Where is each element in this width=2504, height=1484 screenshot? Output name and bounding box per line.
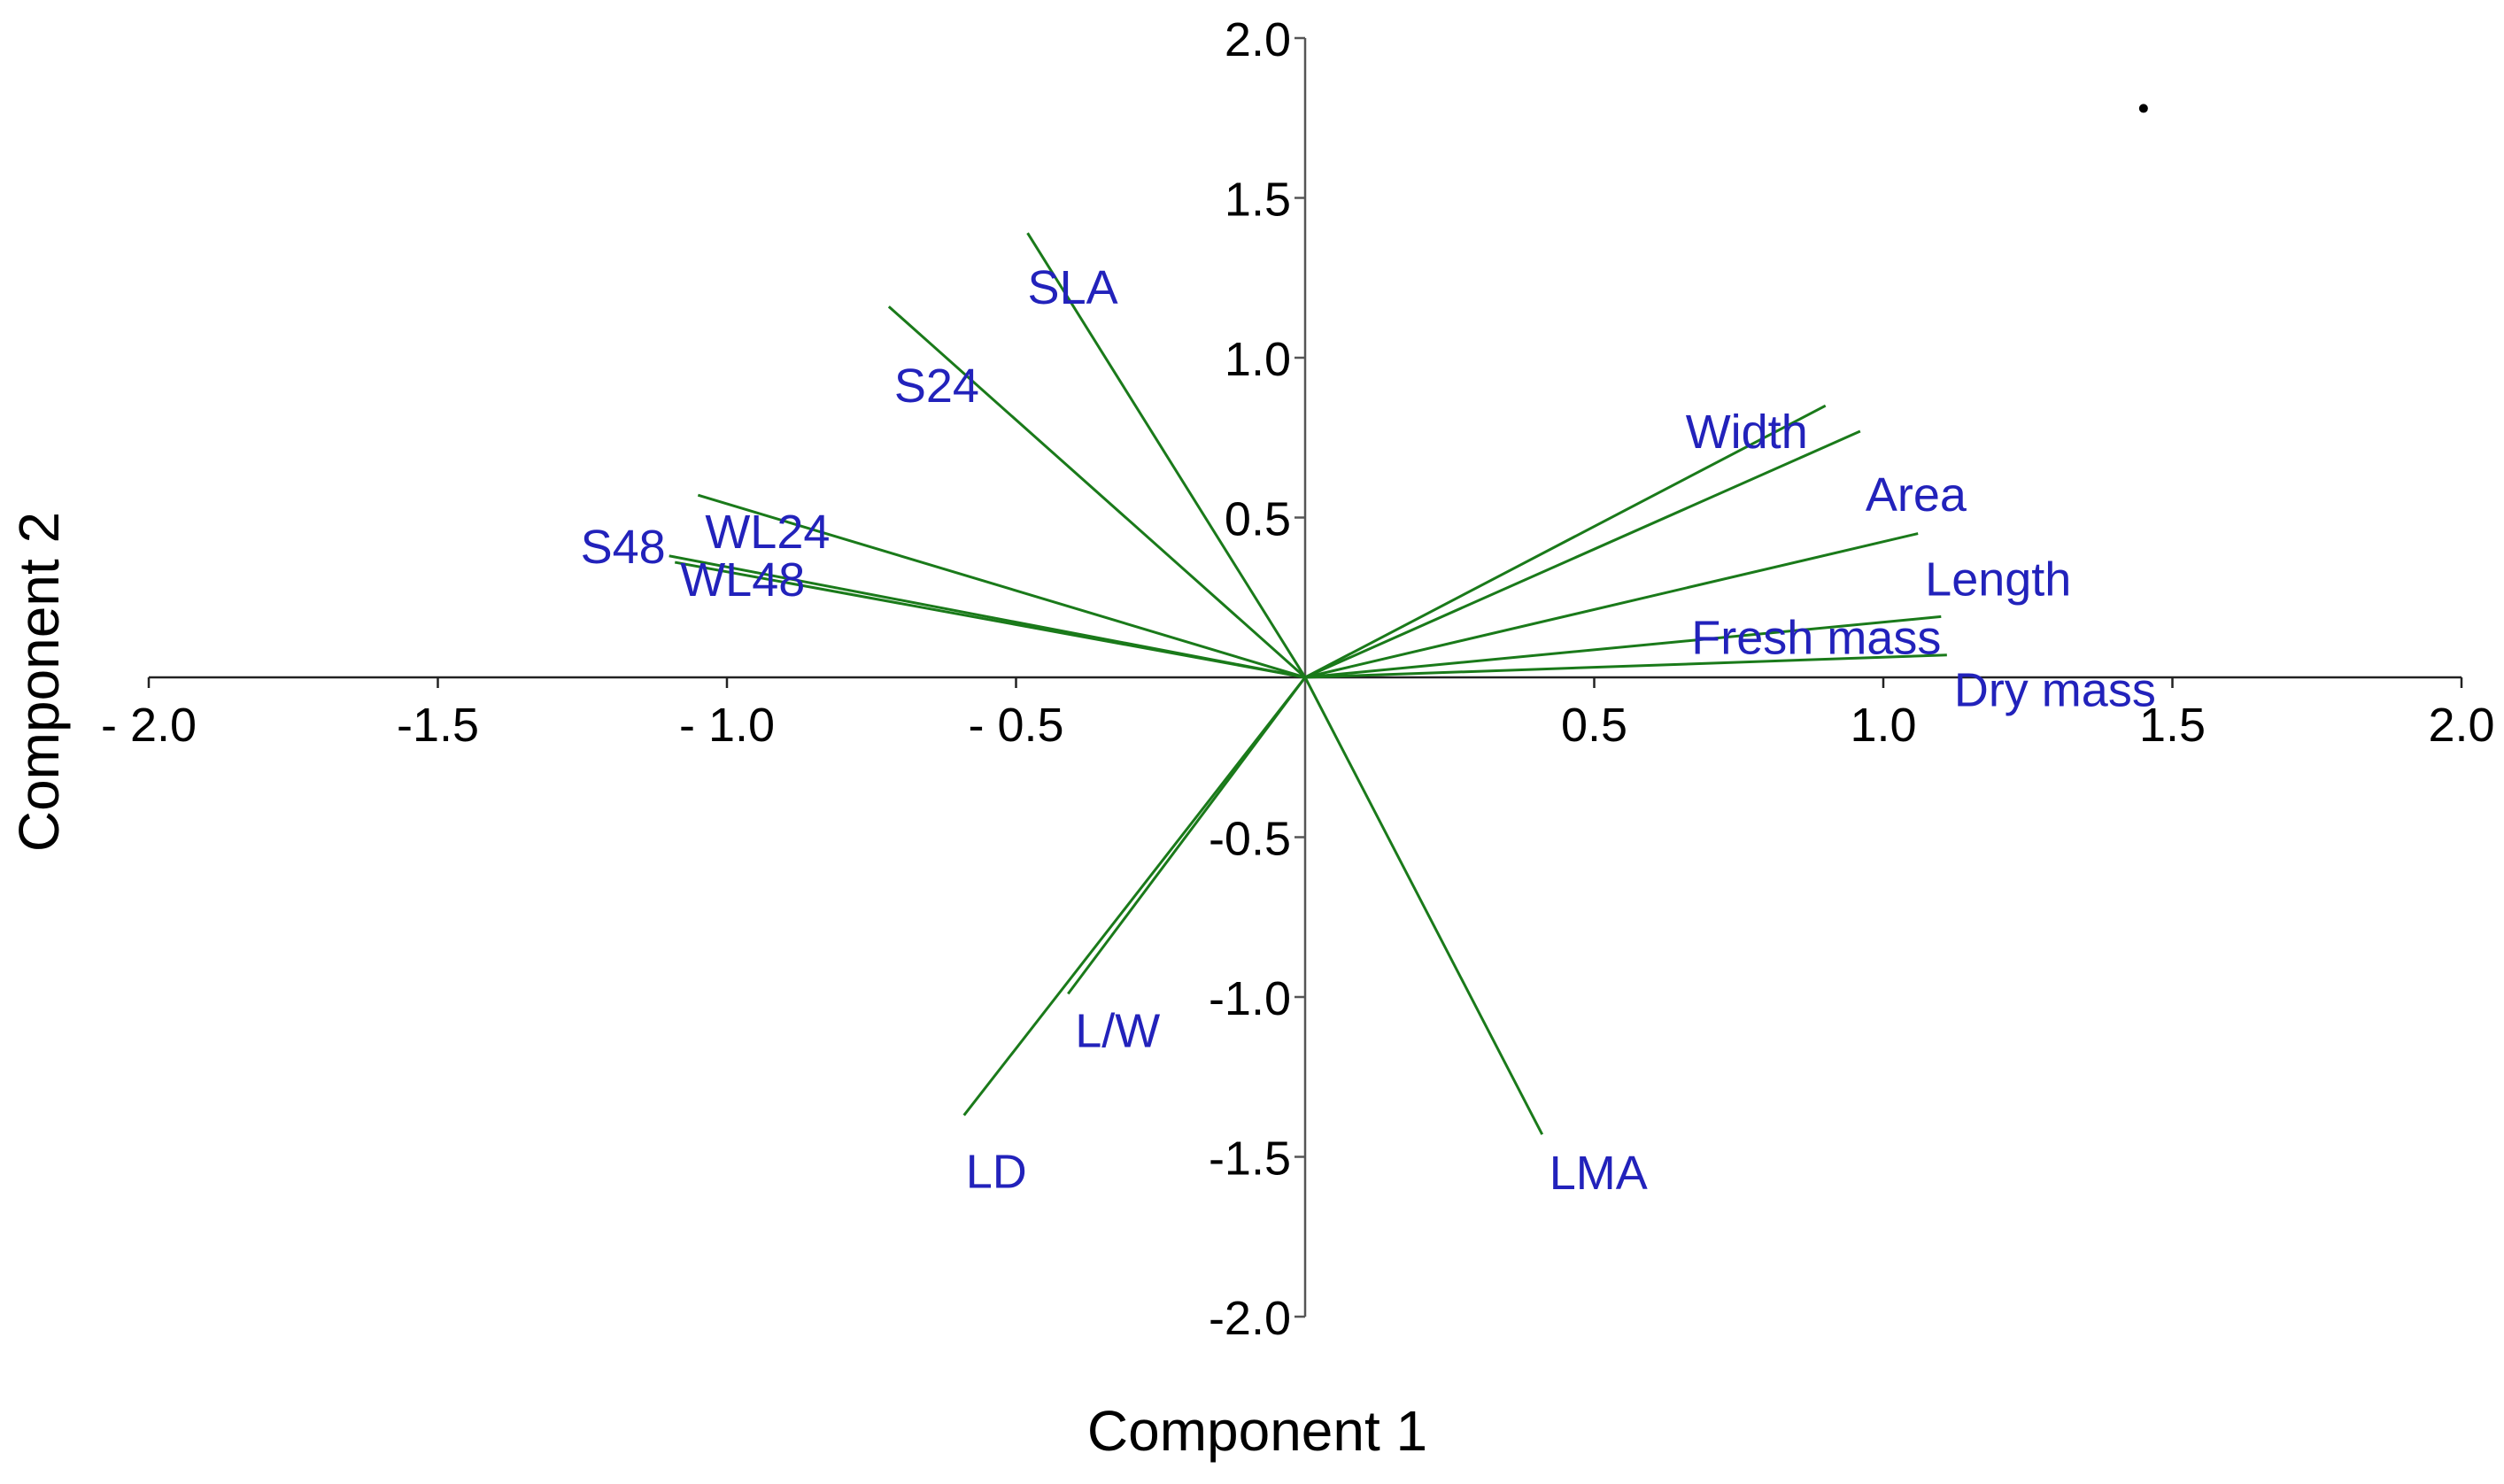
y-tick-label: 0.5 — [1225, 493, 1291, 546]
vector-s24 — [887, 305, 1306, 679]
vector-label-wl24: WL24 — [705, 506, 830, 559]
vector-dry-mass — [1304, 653, 1947, 679]
y-tick-label: -1.5 — [1209, 1132, 1291, 1186]
y-tick-label: -2.0 — [1209, 1292, 1291, 1345]
vector-width — [1304, 404, 1827, 679]
x-tick-label: 1.0 — [1850, 699, 1916, 752]
x-tick-label: - 0.5 — [968, 699, 1063, 752]
vector-length — [1304, 532, 1919, 679]
y-axis-title: Component 2 — [7, 512, 71, 852]
x-tick-label: 0.5 — [1561, 699, 1627, 752]
vector-lma — [1303, 676, 1544, 1135]
y-tick-label: -1.0 — [1209, 972, 1291, 1025]
y-tick-label: 2.0 — [1225, 13, 1291, 66]
vector-label-length: Length — [1925, 553, 2071, 607]
vector-ld — [962, 676, 1307, 1117]
vector-label-l-w: L/W — [1075, 1004, 1160, 1057]
vector-label-fresh-mass: Fresh mass — [1691, 611, 1941, 664]
x-tick-label: - 2.0 — [101, 699, 197, 752]
vector-fresh-mass — [1304, 614, 1942, 679]
vector-sla — [1026, 232, 1307, 678]
vector-label-ld: LD — [966, 1146, 1027, 1199]
x-tick-label: 1.5 — [2139, 699, 2206, 752]
vector-wl48 — [674, 560, 1306, 679]
x-tick-label: -1.5 — [397, 699, 479, 752]
x-tick-label: 2.0 — [2428, 699, 2494, 752]
vector-label-s48: S48 — [581, 521, 666, 574]
vector-label-wl48: WL48 — [680, 553, 805, 607]
score-point — [2138, 104, 2148, 113]
score-points — [2138, 104, 2148, 113]
vector-area — [1304, 429, 1861, 679]
x-tick-label: - 1.0 — [679, 699, 775, 752]
vector-label-sla: SLA — [1028, 261, 1118, 314]
x-axis-title: Component 1 — [1087, 1399, 1427, 1463]
y-ticks: 2.0 1.5 1.0 0.5 -0.5 -1.0 -1.5 -2.0 — [1209, 13, 1305, 1345]
vector-label-lma: LMA — [1550, 1147, 1648, 1200]
y-tick-label: 1.5 — [1225, 174, 1291, 227]
x-ticks: - 2.0 -1.5 - 1.0 - 0.5 0.5 1.0 1.5 2.0 — [101, 677, 2495, 752]
vector-wl24 — [697, 493, 1306, 679]
vector-label-dry-mass: Dry mass — [1954, 664, 2156, 717]
vector-label-s24: S24 — [894, 359, 979, 413]
vector-label-area: Area — [1866, 468, 1967, 522]
y-tick-label: -0.5 — [1209, 813, 1291, 866]
y-tick-label: 1.0 — [1225, 333, 1291, 386]
loading-vectors — [669, 232, 1947, 1135]
vector-label-width: Width — [1686, 406, 1808, 459]
